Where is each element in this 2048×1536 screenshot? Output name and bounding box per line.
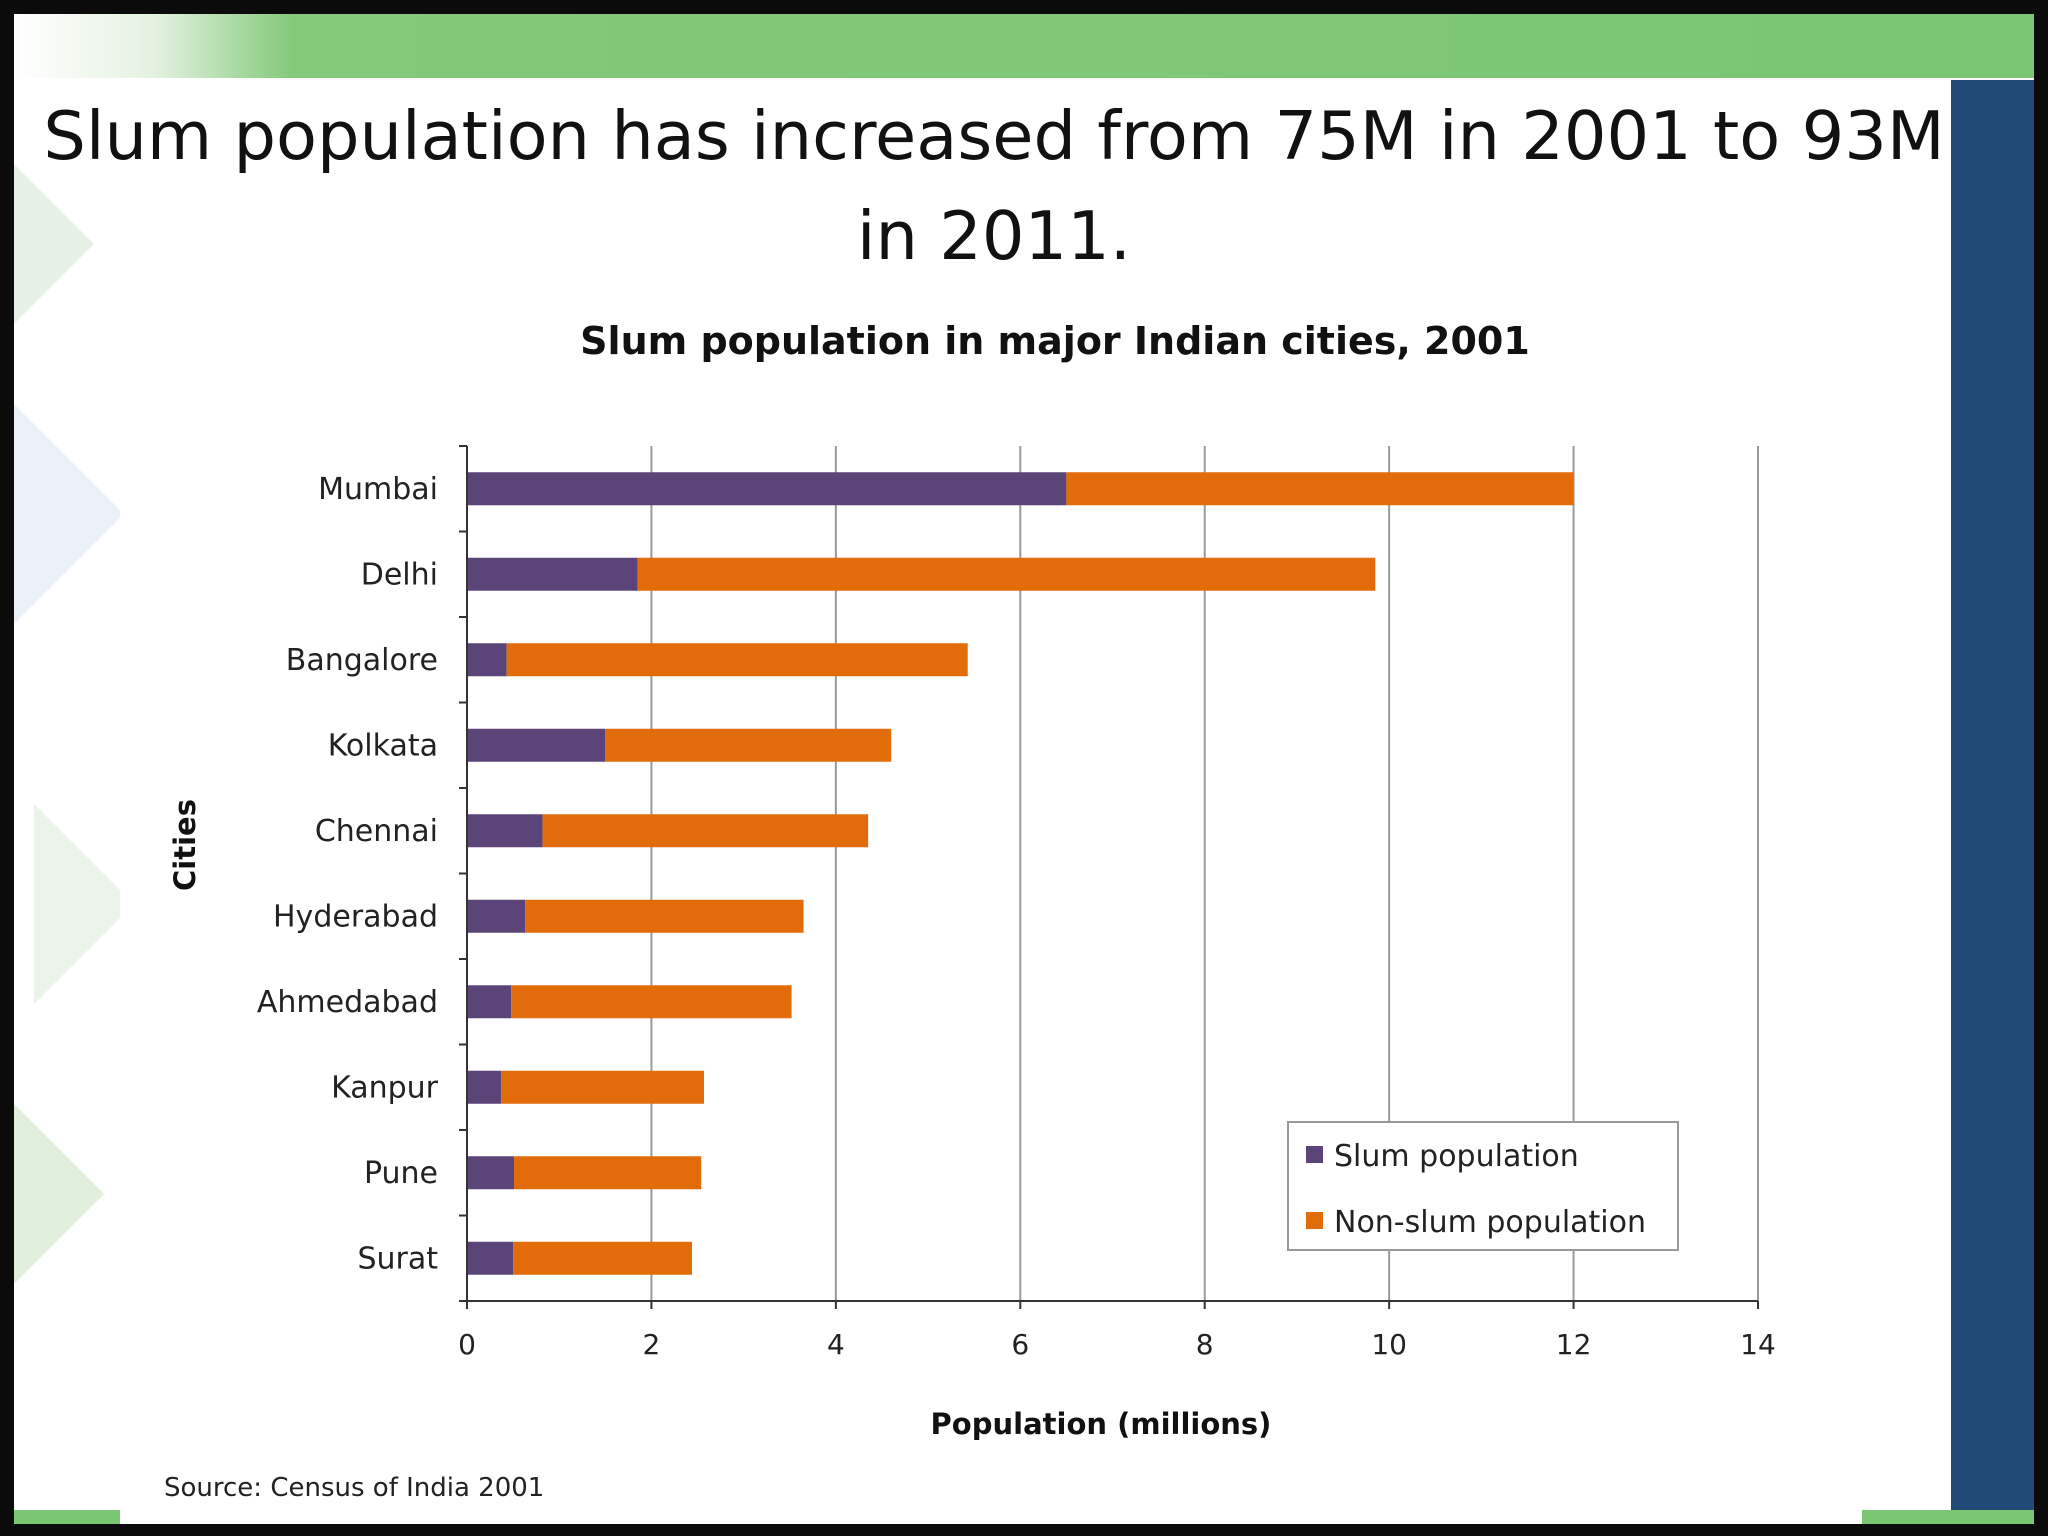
y-tick-label: Surat [357,1241,438,1276]
decorative-diamond-pattern [14,164,134,1284]
y-tick-label: Pune [364,1156,438,1191]
bar-slum [467,814,543,848]
bar-non-slum [511,985,792,1019]
legend-box [1287,1121,1679,1251]
bar-non-slum [514,1156,702,1190]
y-axis-title: Cities [168,799,202,891]
bar-non-slum [605,728,892,762]
bar-non-slum [542,814,869,848]
bar-slum [467,1241,514,1275]
legend-label-slum: Slum population [1334,1139,1579,1174]
slide: Slum population has increased from 75M i… [14,14,2034,1524]
y-tick-label: Delhi [361,557,438,592]
x-tick-label: 6 [1011,1328,1029,1361]
source-note: Source: Census of India 2001 [164,1473,544,1503]
y-tick-labels: Mumbai Delhi Bangalore Kolkata Chennai Hydera… [257,472,439,1277]
slide-headline: Slum population has increased from 75M i… [43,97,1945,275]
x-tick-label: 0 [458,1328,476,1361]
x-tick-label: 10 [1371,1328,1407,1361]
bar-non-slum [506,643,968,677]
bar-slum [467,1156,515,1190]
chart-title: Slum population in major Indian cities, … [580,319,1530,363]
bar-non-slum [1066,472,1574,506]
bar-non-slum [501,1070,704,1104]
bar-non-slum [513,1241,693,1275]
x-tick-label: 14 [1740,1328,1776,1361]
y-tick-label: Kanpur [331,1070,439,1105]
y-tick-label: Ahmedabad [257,985,438,1020]
axes [466,446,1758,1302]
x-tick-label: 4 [827,1328,845,1361]
legend: Slum population Non-slum population [1287,1121,1679,1251]
bar-non-slum [525,899,804,933]
bars [467,472,1574,1275]
bar-non-slum [637,557,1376,591]
right-side-panel [1951,80,2034,1510]
x-axis-title: Population (millions) [931,1407,1272,1441]
top-accent-band [14,14,2034,78]
chart-card: Slum population in major Indian cities, … [120,262,1862,1524]
bar-slum [467,899,526,933]
bar-slum [467,472,1067,506]
y-tick-label: Chennai [315,814,438,849]
legend-label-non-slum: Non-slum population [1334,1205,1646,1240]
x-tick-labels: 0 2 4 6 8 10 12 14 [458,1328,1776,1361]
y-tick-label: Kolkata [328,728,438,763]
x-tick-label: 8 [1196,1328,1214,1361]
y-tick-label: Bangalore [286,643,438,678]
legend-swatch-slum [1306,1146,1323,1163]
bar-slum [467,1070,502,1104]
bar-slum [467,643,507,677]
bar-slum [467,985,512,1019]
x-tick-label: 12 [1556,1328,1592,1361]
bar-slum [467,557,638,591]
x-tick-label: 2 [643,1328,661,1361]
legend-swatch-non-slum [1306,1212,1323,1229]
bar-chart: Slum population in major Indian cities, … [164,319,1776,1503]
bar-slum [467,728,606,762]
y-tick-label: Mumbai [318,472,438,507]
y-tick-label: Hyderabad [273,899,438,934]
